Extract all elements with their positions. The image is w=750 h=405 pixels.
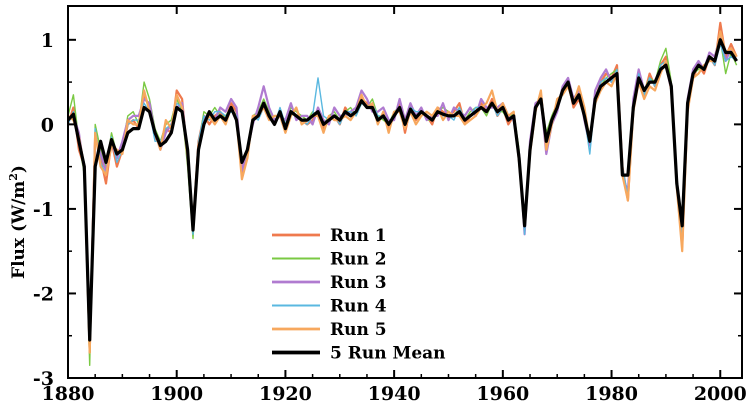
y-tick-label: 1 <box>41 30 54 52</box>
x-tick-label: 1960 <box>476 383 529 405</box>
y-axis-label: Flux (W/m2) <box>7 165 29 279</box>
plot-frame <box>67 5 743 379</box>
x-tick-label: 2000 <box>694 383 747 405</box>
legend-label: 5 Run Mean <box>330 344 446 364</box>
y-axis-label-close: ) <box>9 165 29 173</box>
y-tick-label: -3 <box>33 368 54 390</box>
x-tick-label: 1980 <box>585 383 638 405</box>
x-tick-label: 1940 <box>368 383 421 405</box>
legend-label: Run 2 <box>330 250 387 270</box>
y-axis-label-text: Flux (W/m2) <box>7 165 29 279</box>
series-line-run-3 <box>68 34 738 346</box>
legend-label: Run 3 <box>330 273 387 293</box>
x-tick-label: 1920 <box>259 383 312 405</box>
series-line-run-1 <box>68 21 738 354</box>
y-axis-label-main: Flux (W/m <box>9 181 29 279</box>
legend-label: Run 5 <box>330 320 387 340</box>
series-layer <box>68 21 738 366</box>
y-axis-label-superscript: 2 <box>7 173 20 181</box>
legend: Run 1 Run 2 Run 3 Run 4 Run 5 5 Run Mean <box>272 226 446 364</box>
y-tick-label: -1 <box>33 199 54 221</box>
axis-tick-labels: 1880 1900 1920 1940 1960 1980 2000 -3 -2 -1 0 1 <box>33 30 747 405</box>
series-line-5-run-mean <box>68 38 738 342</box>
x-tick-label: 1900 <box>150 383 203 405</box>
y-tick-label: -2 <box>33 283 54 305</box>
legend-label: Run 4 <box>330 297 387 317</box>
y-tick-label: 0 <box>41 114 54 136</box>
legend-label: Run 1 <box>330 226 387 246</box>
axis-ticks <box>67 6 742 379</box>
x-tick-label: 1880 <box>42 383 95 405</box>
